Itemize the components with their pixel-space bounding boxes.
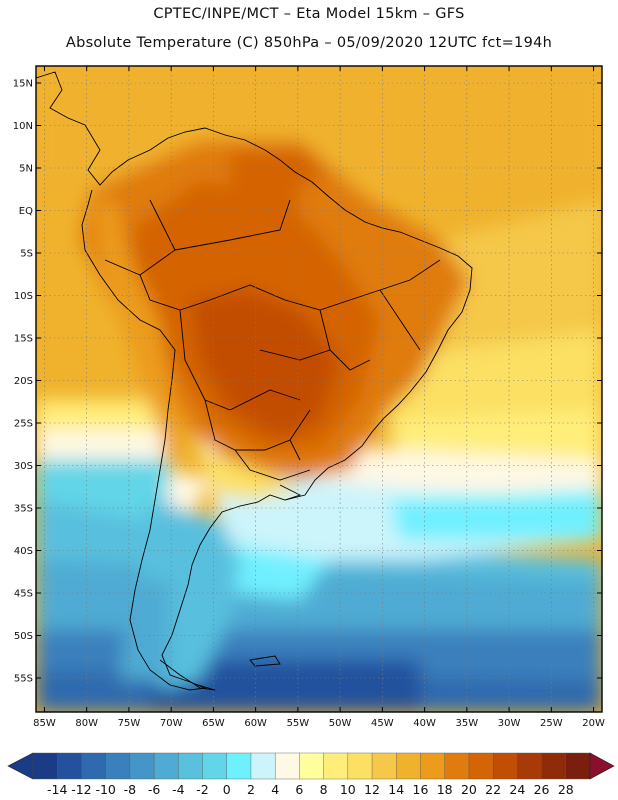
lat-label: 55S [14, 674, 33, 685]
colorbar-swatch [299, 752, 325, 780]
colorbar-swatch [274, 752, 300, 780]
lat-label: 5S [20, 249, 33, 260]
colorbar-level-label: 24 [509, 782, 525, 797]
map-frame [35, 65, 603, 713]
lon-label: 20W [582, 718, 605, 729]
colorbar-level-label: 20 [461, 782, 477, 797]
colorbar-swatch [81, 752, 107, 780]
colorbar-level-label: 26 [534, 782, 550, 797]
colorbar-over-arrow [589, 752, 615, 780]
colorbar-level-label: 2 [247, 782, 255, 797]
lat-label: 35S [14, 504, 33, 515]
colorbar-swatch [323, 752, 349, 780]
colorbar-level-label: 16 [413, 782, 429, 797]
colorbar-swatch [347, 752, 373, 780]
lat-label: 25S [14, 419, 33, 430]
colorbar [7, 752, 615, 780]
colorbar-swatch [57, 752, 82, 780]
colorbar-level-label: -12 [71, 782, 91, 797]
lon-label: 80W [75, 718, 98, 729]
lat-label: 30S [14, 461, 33, 472]
colorbar-level-label: -4 [172, 782, 185, 797]
map-subtitle: Absolute Temperature (C) 850hPa – 05/09/… [65, 35, 553, 51]
colorbar-level-label: -14 [47, 782, 67, 797]
lon-label: 85W [33, 718, 56, 729]
lat-label: 15N [13, 79, 33, 90]
lat-label: 45S [14, 589, 33, 600]
lat-label: 10N [13, 121, 33, 132]
colorbar-level-label: -6 [148, 782, 161, 797]
colorbar-swatch [226, 752, 252, 780]
coastline [36, 71, 473, 691]
colorbar-swatch [250, 752, 276, 780]
lat-label: 20S [14, 376, 33, 387]
colorbar-swatch [396, 752, 421, 780]
colorbar-level-label: 8 [320, 782, 328, 797]
colorbar-swatch [492, 752, 518, 780]
colorbar-swatch [153, 752, 179, 780]
lon-label: 35W [456, 718, 479, 729]
latitude-labels: 15N 10N 5N EQ 5S 10S 15S 20S 25S 30S 35S 40S 45S 50S 5… [13, 79, 33, 685]
colorbar-swatch [371, 752, 397, 780]
lon-label: 65W [202, 718, 225, 729]
lat-label: 15S [14, 334, 33, 345]
lat-label: 10S [14, 291, 33, 302]
lon-label: 40W [413, 718, 436, 729]
colorbar-level-label: 0 [223, 782, 231, 797]
colorbar-level-label: -10 [95, 782, 115, 797]
colorbar-swatch [517, 752, 543, 780]
lon-label: 70W [160, 718, 183, 729]
lat-label: 5N [19, 164, 33, 175]
colorbar-level-label: 14 [388, 782, 404, 797]
colorbar-swatch [32, 752, 58, 780]
colorbar-swatch [420, 752, 446, 780]
lon-label: 30W [498, 718, 521, 729]
colorbar-swatch [444, 752, 470, 780]
colorbar-level-label: -2 [196, 782, 208, 797]
colorbar-level-label: 12 [364, 782, 380, 797]
lat-label: 40S [14, 546, 33, 557]
lon-label: 25W [540, 718, 563, 729]
temperature-field [36, 66, 602, 712]
lon-label: 55W [287, 718, 310, 729]
lon-label: 60W [244, 718, 267, 729]
colorbar-swatch [468, 752, 494, 780]
colorbar-swatch [541, 752, 567, 780]
colorbar-swatch [129, 752, 155, 780]
map-title: CPTEC/INPE/MCT – Eta Model 15km – GFS [153, 6, 465, 22]
colorbar-level-label: 4 [271, 782, 279, 797]
colorbar-under-arrow [7, 752, 34, 780]
lon-label: 75W [118, 718, 141, 729]
lat-label: 50S [14, 631, 33, 642]
colorbar-level-label: 22 [485, 782, 501, 797]
colorbar-swatch [178, 752, 204, 780]
colorbar-level-label: 10 [340, 782, 356, 797]
lon-label: 45W [371, 718, 394, 729]
colorbar-swatch [202, 752, 228, 780]
colorbar-level-label: 6 [295, 782, 303, 797]
axis-ticks [36, 66, 602, 712]
colorbar-swatch [565, 752, 591, 780]
colorbar-level-label: 18 [437, 782, 453, 797]
longitude-labels: 85W 80W 75W 70W 65W 60W 55W 50W 45W 40W 35W 30W 25W 2… [33, 718, 605, 729]
colorbar-level-label: 28 [558, 782, 574, 797]
colorbar-swatch [105, 752, 131, 780]
colorbar-labels: -14 -12 -10 -8 -6 -4 -2 0 2 4 6 8 10 12 14 16 18 20 22 24 26… [47, 782, 574, 797]
colorbar-level-label: -8 [124, 782, 137, 797]
lon-label: 50W [329, 718, 352, 729]
lat-label: EQ [19, 206, 33, 217]
